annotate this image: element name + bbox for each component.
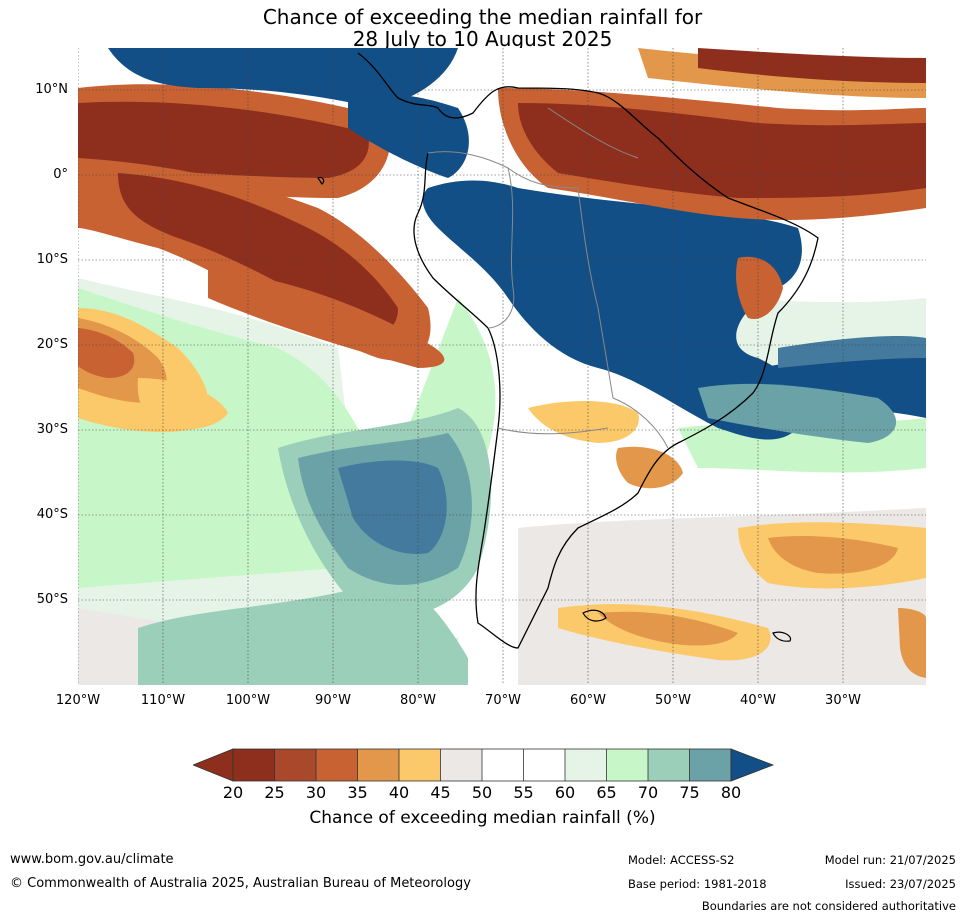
map-region [208, 268, 445, 368]
colorbar-tick: 80 [720, 783, 742, 802]
map-region [108, 48, 458, 108]
colorbar-bin [399, 749, 441, 781]
islands [317, 176, 792, 642]
lon-label-40w: 40°W [740, 693, 776, 708]
coastline [357, 52, 819, 649]
colorbar-bin [482, 749, 524, 781]
lon-label-60w: 60°W [570, 693, 606, 708]
map-region [348, 93, 469, 178]
lon-label-120w: 120°W [55, 693, 101, 708]
footer-base-period: Base period: 1981-2018 [628, 877, 767, 891]
rainfall-map [78, 48, 926, 685]
map-region [736, 256, 783, 319]
map-region [616, 446, 683, 489]
colorbar-bin [357, 749, 399, 781]
map-region [598, 611, 738, 646]
colorbar-bin [440, 749, 482, 781]
map-region [422, 180, 806, 440]
colorbar-tick: 50 [471, 783, 493, 802]
lon-label-70w: 70°W [485, 693, 521, 708]
colorbar-low-extension [193, 748, 234, 782]
colorbar-tick: 20 [222, 783, 244, 802]
colorbar-tick: 65 [596, 783, 617, 802]
colorbar-bin [523, 749, 565, 781]
lat-label-20s: 20°S [36, 337, 68, 352]
footer-url[interactable]: www.bom.gov.au/climate [10, 852, 174, 867]
footer-disclaimer: Boundaries are not considered authoritat… [701, 899, 956, 913]
colorbar-tick: 75 [679, 783, 700, 802]
colorbar-high-extension [730, 748, 775, 782]
lon-label-80w: 80°W [400, 693, 436, 708]
colorbar-tick: 45 [430, 783, 451, 802]
map-region [898, 608, 926, 678]
map-region [338, 460, 447, 554]
footer-issued: Issued: 23/07/2025 [845, 877, 956, 891]
colorbar-tick: 25 [264, 783, 285, 802]
map-region [518, 103, 926, 198]
colorbar-label: Chance of exceeding median rainfall (%) [309, 808, 656, 828]
map-region [78, 328, 135, 378]
lat-label-0: 0° [53, 167, 68, 182]
lon-label-50w: 50°W [655, 693, 691, 708]
colorbar [193, 748, 775, 782]
map-region [768, 536, 898, 574]
map-region [758, 353, 926, 418]
lat-label-10s: 10°S [36, 252, 68, 267]
map-title-line2: 28 July to 10 August 2025 [352, 27, 613, 51]
footer-model-run: Model run: 21/07/2025 [824, 853, 956, 867]
map-canvas [78, 48, 926, 685]
lon-label-100w: 100°W [225, 693, 271, 708]
map-region [118, 173, 398, 333]
lat-label-30s: 30°S [36, 422, 68, 437]
footer-copyright: © Commonwealth of Australia 2025, Austra… [10, 876, 471, 891]
colorbar-bin [274, 749, 316, 781]
lat-label-50s: 50°S [36, 592, 68, 607]
colorbar-tick: 35 [347, 783, 368, 802]
footer-model: Model: ACCESS-S2 [628, 853, 735, 867]
map-region [137, 378, 228, 430]
lon-label-30w: 30°W [825, 693, 861, 708]
colorbar-tick: 30 [305, 783, 327, 802]
colorbar-tick: 60 [554, 783, 576, 802]
colorbar-tick: 55 [513, 783, 534, 802]
colorbar-bin [648, 749, 690, 781]
colorbar-bin [689, 749, 731, 781]
map-region [698, 48, 926, 83]
map-graticule [78, 48, 926, 685]
colorbar-bin [233, 749, 275, 781]
map-region [528, 401, 639, 443]
colorbar-tick: 40 [388, 783, 410, 802]
lon-label-90w: 90°W [315, 693, 351, 708]
country-borders [427, 107, 669, 449]
colorbar-bin [316, 749, 358, 781]
map-title-line1: Chance of exceeding the median rainfall … [262, 5, 703, 29]
colorbar-tick: 70 [637, 783, 659, 802]
map-region [778, 336, 926, 368]
colorbar-bin [565, 749, 607, 781]
lat-label-10n: 10°N [35, 82, 68, 97]
lat-label-40s: 40°S [36, 507, 68, 522]
lon-label-110w: 110°W [140, 693, 186, 708]
colorbar-bin [606, 749, 648, 781]
map-region [78, 101, 369, 178]
